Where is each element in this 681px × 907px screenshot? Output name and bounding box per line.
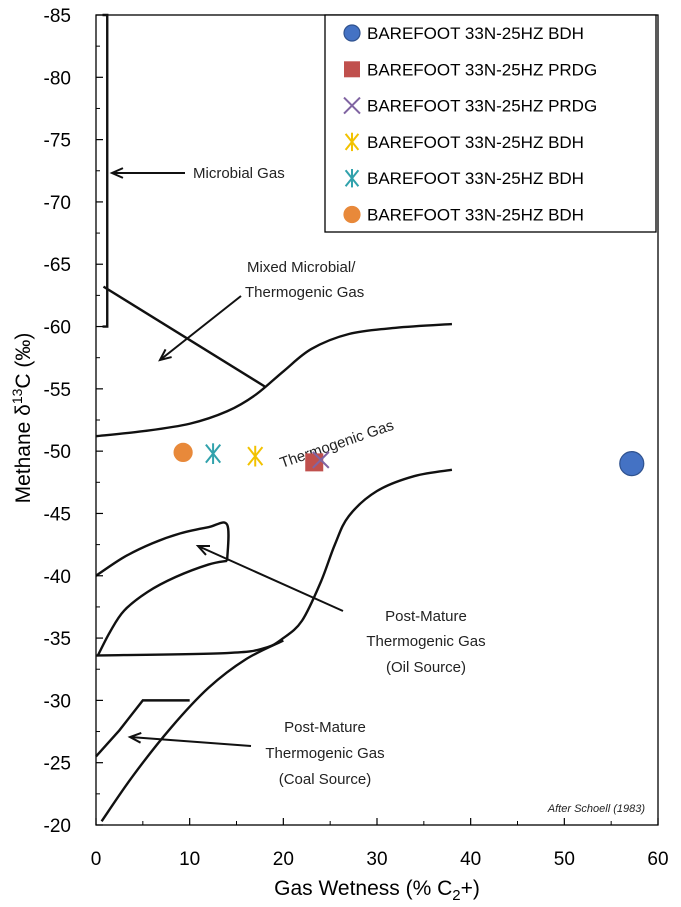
credit-text: After Schoell (1983) [547, 803, 646, 815]
x-tick-label: 60 [647, 849, 668, 870]
legend-marker-1 [343, 24, 361, 42]
legend-marker-3 [343, 96, 361, 115]
arrow-coal-head [127, 731, 142, 744]
legend: BAREFOOT 33N-25HZ BDH BAREFOOT 33N-25HZ P… [343, 24, 597, 225]
legend-item-3: BAREFOOT 33N-25HZ PRDG [343, 96, 597, 116]
annotation-oil-line-2: Thermogenic Gas [366, 633, 485, 650]
data-point-series-4 [247, 445, 264, 467]
y-tick-label: -65 [44, 255, 71, 276]
x-tick-label: 0 [91, 849, 102, 870]
y-tick-label: -70 [44, 193, 71, 214]
legend-item-6: BAREFOOT 33N-25HZ BDH [343, 205, 584, 225]
arrow-coal [127, 731, 252, 747]
arrow-oil-head [195, 544, 211, 556]
annotation-mixed-line-2: Thermogenic Gas [245, 284, 364, 301]
field-boundary-coal-lower [100, 639, 284, 822]
arrow-microbial-head [109, 167, 124, 179]
y-tick-label: -45 [44, 504, 71, 525]
legend-item-1: BAREFOOT 33N-25HZ BDH [343, 24, 584, 43]
arrow-oil [195, 544, 344, 612]
field-boundaries [95, 13, 453, 822]
data-markers [173, 442, 645, 477]
legend-item-2: BAREFOOT 33N-25HZ PRDG [344, 60, 597, 79]
legend-marker-6 [343, 205, 361, 224]
legend-label-4: BAREFOOT 33N-25HZ BDH [367, 133, 584, 152]
field-boundary-thermo-lower [95, 468, 453, 657]
y-tick-label: -50 [44, 442, 71, 463]
annotation-microbial-gas: Microbial Gas [193, 165, 285, 182]
arrow-mixed-shaft [159, 295, 242, 361]
arrow-coal-shaft [129, 736, 252, 747]
y-tick-label: -75 [44, 131, 71, 152]
y-tick-label: -25 [44, 754, 71, 775]
legend-label-5: BAREFOOT 33N-25HZ BDH [367, 169, 584, 188]
axis-ticks: -85 -80 -75 -70 -65 -60 -55 -50 -45 -40 -35 -30 -25 -… [44, 6, 669, 870]
legend-label-2: BAREFOOT 33N-25HZ PRDG [367, 60, 597, 79]
field-boundary-thermo-upper [95, 322, 453, 438]
y-tick-label: -35 [44, 629, 71, 650]
legend-label-6: BAREFOOT 33N-25HZ BDH [367, 206, 584, 225]
data-point-series-6 [173, 442, 193, 462]
annotation-oil-line-1: Post-Mature [385, 608, 467, 625]
arrow-mixed-head [158, 348, 172, 362]
field-boundary-oil-upper [95, 521, 230, 577]
legend-marker-2 [344, 61, 360, 78]
annotation-coal-line-1: Post-Mature [284, 719, 366, 736]
annotation-oil-line-3: (Oil Source) [386, 659, 466, 676]
arrow-oil-shaft [197, 545, 344, 612]
y-tick-label: -20 [44, 816, 71, 837]
data-point-series-5 [205, 443, 222, 464]
y-axis-title: Methane δ13C (‰) [9, 333, 35, 504]
legend-marker-4 [344, 132, 360, 152]
legend-box [324, 14, 657, 233]
y-tick-label: -30 [44, 691, 71, 712]
y-tick-label: -55 [44, 380, 71, 401]
x-axis-title: Gas Wetness (% C2+) [274, 877, 480, 904]
x-tick-label: 30 [366, 849, 387, 870]
data-point-series-3-stroke [312, 451, 330, 469]
data-point-series-3 [312, 451, 330, 469]
x-tick-label: 40 [460, 849, 481, 870]
legend-marker-5 [344, 169, 360, 188]
legend-label-3: BAREFOOT 33N-25HZ PRDG [367, 97, 597, 116]
arrow-mixed [158, 295, 242, 362]
x-tick-label: 20 [273, 849, 294, 870]
field-boundary-coal-upper [95, 699, 190, 758]
legend-label-1: BAREFOOT 33N-25HZ BDH [367, 24, 584, 43]
field-boundary-oil-lower [96, 559, 228, 657]
legend-item-4: BAREFOOT 33N-25HZ BDH [344, 132, 584, 152]
field-boundary-mixed-divider [102, 285, 266, 388]
y-tick-label: -85 [44, 6, 71, 27]
annotation-coal-line-2: Thermogenic Gas [265, 745, 384, 762]
y-tick-label: -80 [44, 68, 71, 89]
x-tick-label: 50 [554, 849, 575, 870]
y-tick-label: -40 [44, 567, 71, 588]
arrow-microbial [109, 167, 185, 179]
data-point-series-2 [305, 453, 324, 472]
field-boundary-microbial [102, 13, 109, 328]
x-tick-label: 10 [179, 849, 200, 870]
y-tick-label: -60 [44, 318, 71, 339]
annotation-arrows [109, 167, 344, 747]
annotation-coal-line-3: (Coal Source) [279, 771, 372, 788]
legend-marker-3-stroke [343, 96, 361, 115]
data-point-series-1 [619, 451, 645, 477]
annotation-mixed-line-1: Mixed Microbial/ [247, 259, 356, 276]
legend-item-5: BAREFOOT 33N-25HZ BDH [344, 169, 584, 188]
